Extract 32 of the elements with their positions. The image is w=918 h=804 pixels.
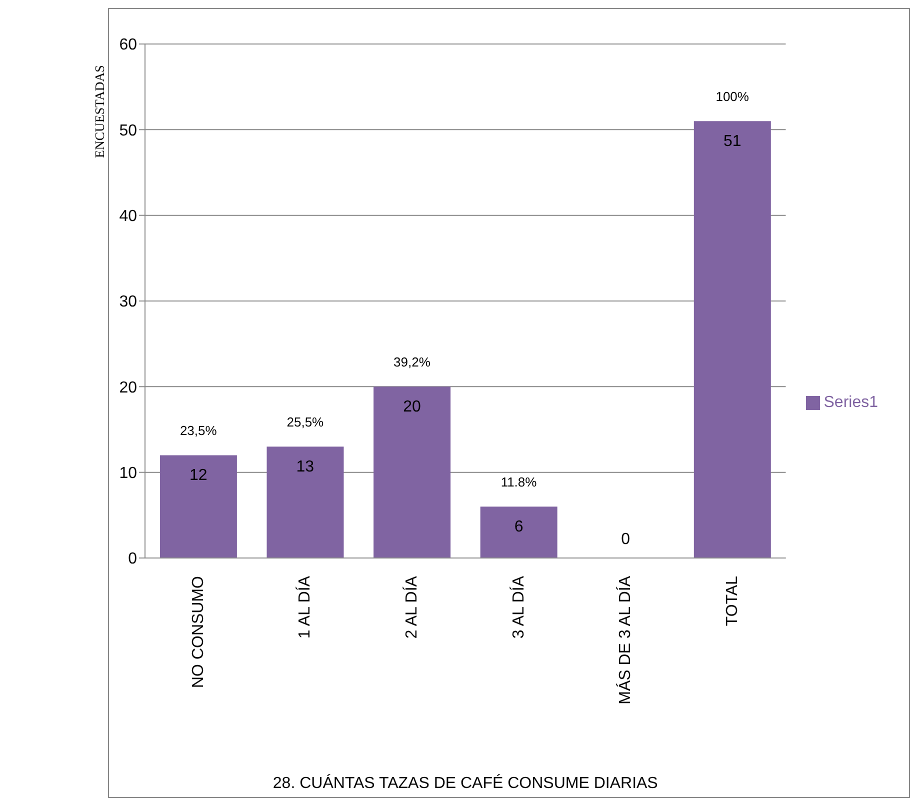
data-label: 0 bbox=[621, 531, 630, 548]
y-tick-label: 0 bbox=[128, 550, 138, 568]
y-tick-label: 40 bbox=[119, 208, 138, 226]
data-label: 20 bbox=[403, 398, 421, 416]
x-tick-label: TOTAL bbox=[724, 576, 741, 626]
annotation: 23,5% bbox=[180, 423, 218, 438]
data-label: 13 bbox=[296, 458, 314, 476]
legend-label: Series1 bbox=[824, 394, 878, 411]
data-label: 6 bbox=[514, 518, 524, 536]
y-tick-label: 50 bbox=[119, 122, 138, 140]
x-tick-label: 2 AL DÍA bbox=[402, 576, 420, 639]
data-label: 12 bbox=[189, 467, 208, 484]
y-tick-label: 20 bbox=[119, 379, 138, 396]
x-tick-label: MÁS DE 3 AL DÍA bbox=[616, 576, 634, 704]
bar bbox=[694, 121, 771, 558]
x-tick-label: NO CONSUMO bbox=[190, 576, 207, 688]
y-tick-label: 10 bbox=[119, 465, 138, 482]
y-axis-title: ENCUESTADAS bbox=[92, 65, 108, 158]
bar bbox=[266, 446, 344, 558]
data-label: 51 bbox=[723, 133, 742, 150]
annotation: 25,5% bbox=[286, 414, 324, 430]
x-axis-title: 28. CUÁNTAS TAZAS DE CAFÉ CONSUME DIARIAS bbox=[272, 774, 658, 792]
y-tick-label: 30 bbox=[119, 294, 138, 311]
x-tick-label: 1 AL DÍA bbox=[296, 576, 314, 639]
bar bbox=[480, 506, 558, 558]
annotation: 39,2% bbox=[394, 354, 431, 370]
bar bbox=[374, 386, 451, 558]
x-tick-label: 3 AL DÍA bbox=[509, 576, 528, 639]
annotation: 100% bbox=[716, 89, 750, 104]
bar bbox=[160, 455, 237, 558]
annotation: 11.8% bbox=[500, 474, 538, 490]
y-tick-label: 60 bbox=[119, 36, 138, 54]
